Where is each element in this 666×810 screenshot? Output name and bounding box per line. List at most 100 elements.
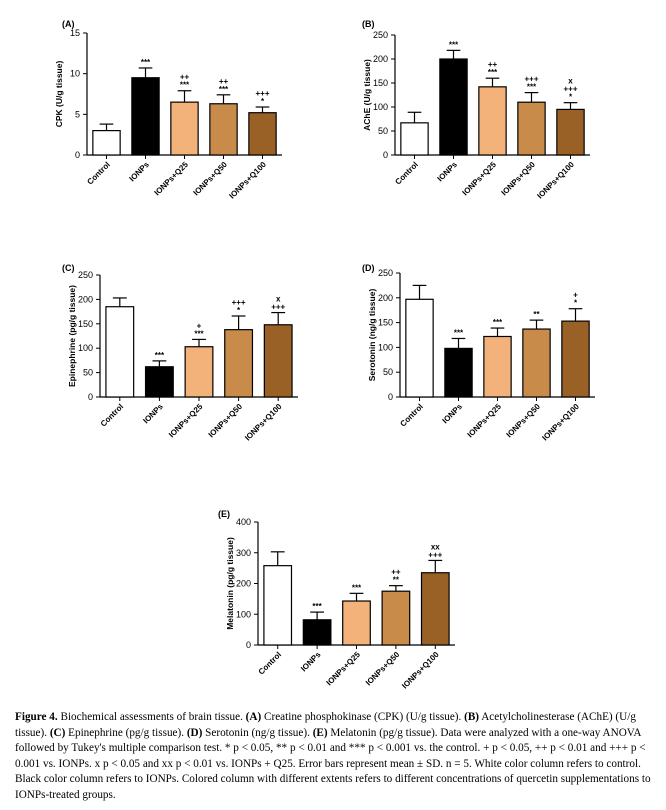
panel-d-bar-1	[444, 347, 473, 398]
panel-d-ytick-label-2: 100	[378, 342, 393, 352]
panel-e-ylabel: Melatonin (pg/g tissue)	[225, 537, 235, 630]
panel-c-xtick-label-3: IONPs+Q50	[207, 402, 245, 440]
panel-d-ytick-label-0: 0	[388, 392, 393, 402]
panel-e-xtick-label-4: IONPs+Q100	[400, 650, 441, 691]
panel-c-ytick-label-2: 100	[78, 343, 93, 353]
panel-b-sig-4-0: x	[568, 77, 573, 86]
panel-a-sig-4-1: *	[261, 97, 265, 106]
panel-c-sig-1-0: ***	[155, 351, 165, 360]
panel-e-ytick-label-1: 100	[236, 609, 251, 619]
panel-a-bar-3	[209, 103, 238, 156]
panel-d-xtick-label-1: IONPs	[441, 402, 465, 426]
panel-d-ytick-label-5: 250	[378, 268, 393, 278]
panel-c-xtick-label-0: Control	[99, 402, 125, 428]
panel-a-ytick-label-1: 5	[75, 109, 80, 119]
panel-b-label: (B)	[362, 19, 375, 29]
panel-c-xtick-label-4: IONPs+Q100	[243, 402, 284, 443]
panel-d-ytick-label-1: 50	[383, 367, 393, 377]
panel-d-bar-0	[405, 298, 434, 398]
panel-a-xtick-label-3: IONPs+Q50	[192, 160, 230, 198]
panel-d-label: (D)	[362, 263, 375, 273]
panel-c-ytick-label-5: 250	[78, 270, 93, 280]
panel-d-sig-4-0: +	[573, 291, 578, 300]
panel-d-xtick-label-3: IONPs+Q50	[505, 402, 543, 440]
panel-a-bar-2	[170, 101, 199, 156]
panel-c-sig-3-1: *	[237, 306, 241, 315]
panel-b-xtick-label-0: Control	[393, 160, 419, 186]
panel-a-ytick-label-0: 0	[75, 150, 80, 160]
panel-d-xtick-label-0: Control	[398, 402, 424, 428]
panel-c-sig-4-0: x	[276, 295, 281, 304]
caption-part-d-id: (D)	[186, 726, 203, 739]
caption-part-d: Serotonin (ng/g tissue).	[205, 726, 310, 739]
panel-e-bar-1	[302, 619, 332, 646]
panel-e-xtick-label-3: IONPs+Q50	[364, 650, 402, 688]
panel-b-bar-2	[478, 86, 507, 156]
panel-b-sig-1-0: ***	[449, 40, 459, 49]
panel-e-ytick-label-2: 200	[236, 579, 251, 589]
panel-c-bar-1	[144, 366, 174, 398]
panel-d-bar-3	[522, 328, 551, 398]
panel-e-xtick-label-1: IONPs	[299, 650, 323, 674]
panel-d-ytick-label-3: 150	[378, 318, 393, 328]
panel-e-sig-3-0: ++	[391, 568, 401, 577]
panel-a-ylabel: CPK (U/g tissue)	[54, 61, 64, 128]
panel-c-ytick-label-1: 50	[83, 368, 93, 378]
panel-b-bar-1	[439, 58, 468, 156]
panel-c-ytick-label-4: 200	[78, 294, 93, 304]
panel-a-sig-1-0: ***	[141, 58, 151, 67]
panel-b-ytick-label-2: 100	[373, 102, 388, 112]
panel-d-ylabel: Serotonin (ng/g tissue)	[367, 289, 377, 382]
caption-part-a-id: (A)	[245, 711, 262, 723]
panel-a-xtick-label-1: IONPs	[128, 160, 152, 184]
panel-e-sig-1-0: ***	[312, 602, 322, 611]
panel-b-xtick-label-4: IONPs+Q100	[535, 160, 576, 201]
panel-b-ylabel: AChE (U/g tissue)	[362, 59, 372, 131]
panel-d-bar-2	[483, 335, 512, 398]
panel-c-xtick-label-1: IONPs	[141, 402, 165, 426]
panel-b-ytick-label-3: 150	[373, 78, 388, 88]
panel-a-xtick-label-2: IONPs+Q25	[153, 160, 191, 198]
caption-part-a: Creatine phosphokinase (CPK) (U/g tissue…	[264, 711, 462, 723]
panel-e-bar-2	[342, 600, 371, 646]
panel-b-xtick-label-2: IONPs+Q25	[461, 160, 499, 198]
panel-d-sig-4-1: *	[574, 299, 578, 308]
panel-c-ylabel: Epinephrine (pg/g tissue)	[67, 285, 77, 387]
panel-b-sig-3-0: +++	[524, 75, 538, 84]
panel-b-ytick-label-0: 0	[383, 150, 388, 160]
panel-a-sig-3-0: ++	[219, 77, 229, 86]
panel-a-sig-2-0: ++	[180, 73, 190, 82]
panel-c-ytick-label-0: 0	[88, 392, 93, 402]
panel-b-bar-3	[517, 101, 546, 156]
panel-e-sig-3-1: **	[393, 576, 400, 585]
panel-e-ytick-label-0: 0	[246, 640, 251, 650]
panel-c-sig-4-1: +++	[271, 303, 285, 312]
panel-b-sig-4-1: +++	[563, 85, 577, 94]
panel-b-sig-3-1: ***	[527, 83, 537, 92]
panel-a-ytick-label-2: 10	[70, 69, 80, 79]
panel-e-bar-3	[381, 590, 411, 646]
caption-part-e: Melatonin (pg/g tissue).	[330, 726, 438, 739]
panel-a-sig-2-1: ***	[180, 81, 190, 90]
panel-a-xtick-label-0: Control	[85, 160, 111, 186]
panel-e-ytick-label-3: 300	[236, 548, 251, 558]
panel-a-bar-1	[131, 77, 160, 156]
caption-part-b-id: (B)	[464, 711, 480, 723]
caption-part-b: Acetylcholinesterase (AChE) (U/g tissue)…	[15, 711, 636, 739]
panel-c-sig-2-0: +	[197, 321, 202, 330]
panel-c-ytick-label-3: 150	[78, 319, 93, 329]
panel-e-bar-0	[263, 565, 293, 646]
panel-e-bar-4	[420, 572, 450, 646]
panel-b-xtick-label-3: IONPs+Q50	[500, 160, 538, 198]
panel-d-bar-4	[561, 320, 590, 398]
panel-a-ytick-label-3: 15	[70, 28, 80, 38]
panel-c-label: (C)	[62, 263, 75, 273]
panel-a-bar-4	[248, 112, 277, 156]
panel-b-bar-4	[556, 108, 585, 156]
panel-b-xtick-label-1: IONPs	[436, 160, 460, 184]
panel-a-xtick-label-4: IONPs+Q100	[227, 160, 268, 201]
panel-a-bar-0	[92, 130, 121, 156]
caption-part-c: Epinephrine (pg/g tissue).	[68, 726, 185, 739]
panel-a-sig-4-0: +++	[255, 89, 269, 98]
